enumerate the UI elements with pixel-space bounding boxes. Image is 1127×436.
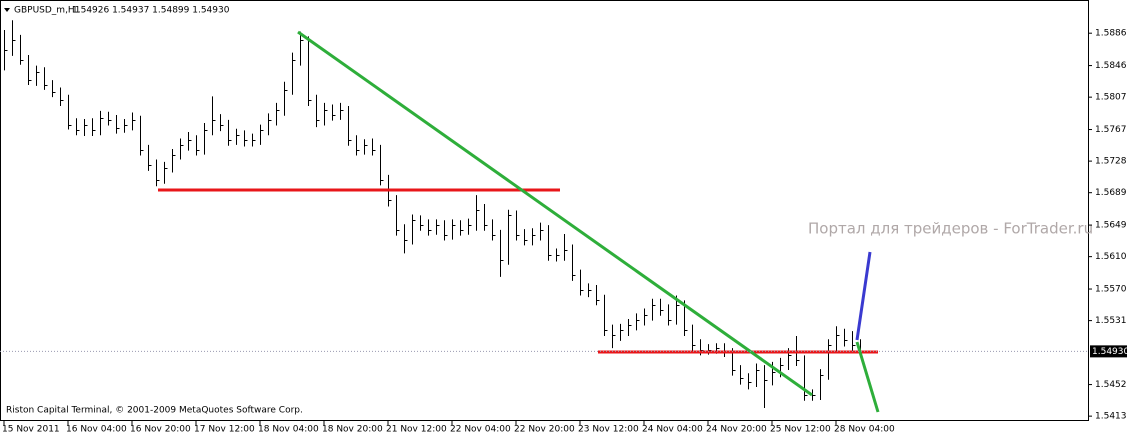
drawing-objects xyxy=(158,30,880,413)
footer: Riston Capital Terminal, © 2001-2009 Met… xyxy=(6,406,303,416)
x-tick-label: 25 Nov 12:00 xyxy=(770,425,831,435)
symbol-icon xyxy=(4,8,10,12)
y-tick-label: 1.55700 xyxy=(1095,285,1127,295)
x-tick-label: 24 Nov 04:00 xyxy=(642,425,703,435)
last-price-label: 1.54930 xyxy=(1092,347,1127,357)
x-tick-label: 23 Nov 12:00 xyxy=(578,425,639,435)
y-tick-label: 1.56890 xyxy=(1095,188,1127,198)
y-tick-label: 1.56490 xyxy=(1095,221,1127,231)
x-tick-label: 22 Nov 04:00 xyxy=(450,425,511,435)
y-tick-label: 1.58460 xyxy=(1095,61,1127,71)
watermark: Портал для трейдеров - ForTrader.ru xyxy=(808,220,1093,238)
x-tick-label: 17 Nov 12:00 xyxy=(194,425,255,435)
x-tick-label: 16 Nov 20:00 xyxy=(130,425,191,435)
plot-frame xyxy=(0,0,1089,421)
y-tick-label: 1.54130 xyxy=(1095,412,1127,422)
y-tick-label: 1.56100 xyxy=(1095,252,1127,262)
x-tick-label: 21 Nov 12:00 xyxy=(386,425,447,435)
up-projection xyxy=(855,251,872,341)
ohlc-readout: 1.54926 1.54937 1.54899 1.54930 xyxy=(72,6,230,16)
x-tick-label: 16 Nov 04:00 xyxy=(66,425,127,435)
y-tick-label: 1.58070 xyxy=(1095,93,1127,103)
x-tick-label: 22 Nov 20:00 xyxy=(514,425,575,435)
x-tick-label: 24 Nov 20:00 xyxy=(706,425,767,435)
down-projection xyxy=(855,341,880,413)
x-tick-label: 18 Nov 04:00 xyxy=(258,425,319,435)
y-tick-label: 1.54520 xyxy=(1095,380,1127,390)
trend-line xyxy=(297,30,813,397)
x-tick-label: 28 Nov 04:00 xyxy=(834,425,895,435)
y-tick-label: 1.55310 xyxy=(1095,316,1127,326)
x-tick-label: 18 Nov 20:00 xyxy=(322,425,383,435)
last-price-box xyxy=(1090,345,1127,358)
y-tick-label: 1.58860 xyxy=(1095,29,1127,39)
y-tick-label: 1.57280 xyxy=(1095,157,1127,167)
x-tick-label: 15 Nov 2011 xyxy=(2,425,60,435)
y-tick-label: 1.57670 xyxy=(1095,125,1127,135)
chart-title: GBPUSD_m,H1 xyxy=(14,6,80,16)
